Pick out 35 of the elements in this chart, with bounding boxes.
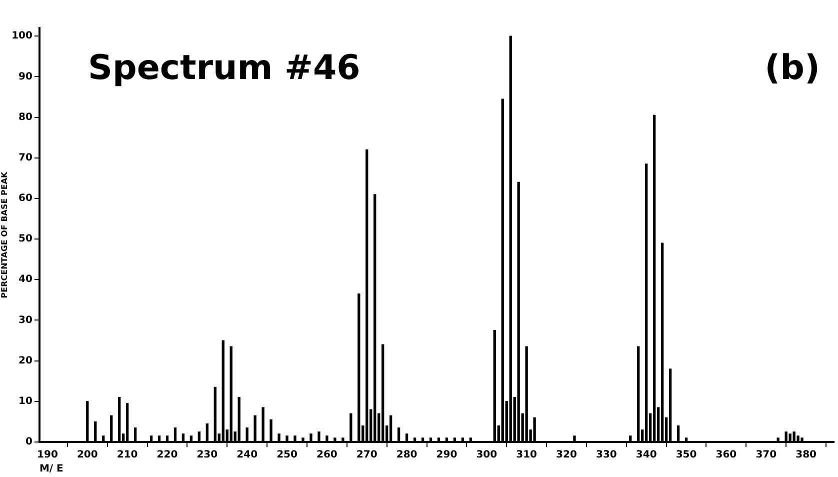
x-tick-label: 270 [356, 450, 378, 461]
x-tick-label: 350 [676, 450, 697, 461]
x-tick-label: 360 [716, 450, 737, 461]
x-tick-label: 340 [636, 450, 657, 461]
x-tick-label: 240 [236, 450, 258, 461]
y-tick-label: 50 [18, 234, 33, 245]
x-tick-label: 380 [796, 450, 817, 461]
x-tick-label: 290 [436, 450, 458, 461]
x-tick-label: 200 [76, 450, 98, 461]
y-tick-label: 30 [18, 314, 33, 326]
x-tick-label: 320 [556, 450, 577, 461]
y-tick-label: 60 [18, 193, 33, 204]
x-tick-label: 250 [276, 450, 298, 461]
x-axis-title: M/ E [39, 464, 64, 475]
y-tick-label: 70 [18, 152, 33, 164]
annotation: (b) [764, 48, 820, 88]
x-tick-label: 370 [756, 450, 777, 461]
y-tick-label: 10 [18, 396, 33, 408]
y-tick-label: 100 [12, 30, 33, 42]
x-tick-label: 300 [476, 450, 498, 461]
y-tick-label: 0 [26, 436, 33, 448]
x-tick-label: 330 [596, 450, 617, 461]
y-tick-label: 40 [18, 274, 33, 286]
x-tick-label: 310 [516, 450, 538, 461]
text: Spectrum #46 [88, 48, 360, 88]
y-tick-label: 90 [18, 71, 33, 82]
y-tick-label: 80 [18, 112, 33, 123]
x-tick-label: 230 [196, 450, 218, 461]
x-tick-label: 220 [156, 450, 178, 461]
y-axis-title: PERCENTAGE OF BASE PEAK [0, 170, 9, 298]
y-tick-label: 20 [18, 355, 33, 366]
x-tick-label: 210 [116, 450, 138, 461]
x-tick-label: 280 [396, 450, 418, 461]
x-tick-label: 260 [316, 450, 338, 461]
x-tick-label: 190 [37, 450, 58, 461]
